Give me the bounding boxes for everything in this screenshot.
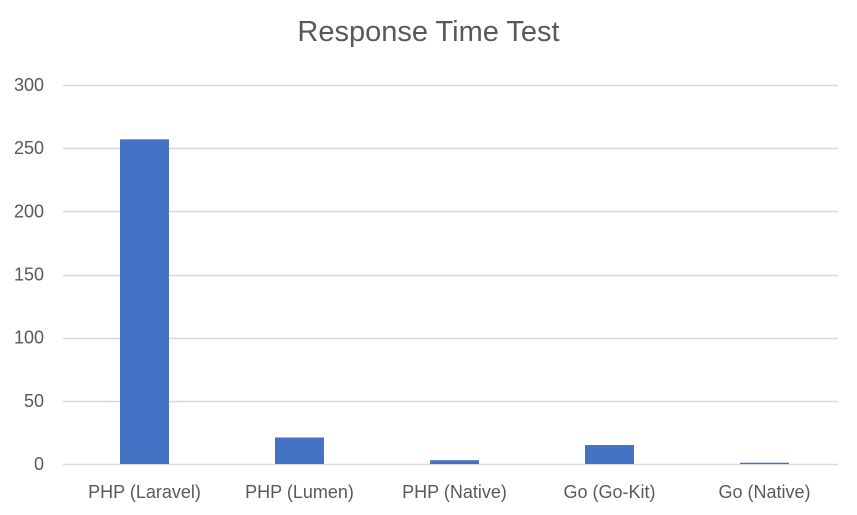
- x-axis-category-labels: PHP (Laravel) PHP (Lumen) PHP (Native) Go (…: [88, 482, 810, 502]
- y-tick-label: 250: [14, 138, 44, 158]
- y-tick-label: 150: [14, 265, 44, 285]
- chart-title: Response Time Test: [297, 16, 560, 48]
- y-axis-tick-labels: 0 50 100 150 200 250 300: [14, 75, 44, 474]
- x-category-label: PHP (Native): [402, 482, 507, 502]
- x-category-label: PHP (Lumen): [245, 482, 354, 502]
- bar: [120, 139, 169, 464]
- gridlines: [63, 84, 838, 466]
- x-category-label: PHP (Laravel): [88, 482, 201, 502]
- bar: [430, 460, 479, 464]
- bar: [585, 445, 634, 464]
- y-tick-label: 300: [14, 75, 44, 95]
- y-tick-label: 200: [14, 201, 44, 221]
- bar: [275, 437, 324, 464]
- bar: [740, 462, 789, 464]
- y-tick-label: 100: [14, 328, 44, 348]
- y-tick-label: 0: [34, 454, 44, 474]
- y-tick-label: 50: [24, 391, 44, 411]
- bars: [120, 139, 789, 464]
- x-category-label: Go (Native): [718, 482, 810, 502]
- x-category-label: Go (Go-Kit): [563, 482, 655, 502]
